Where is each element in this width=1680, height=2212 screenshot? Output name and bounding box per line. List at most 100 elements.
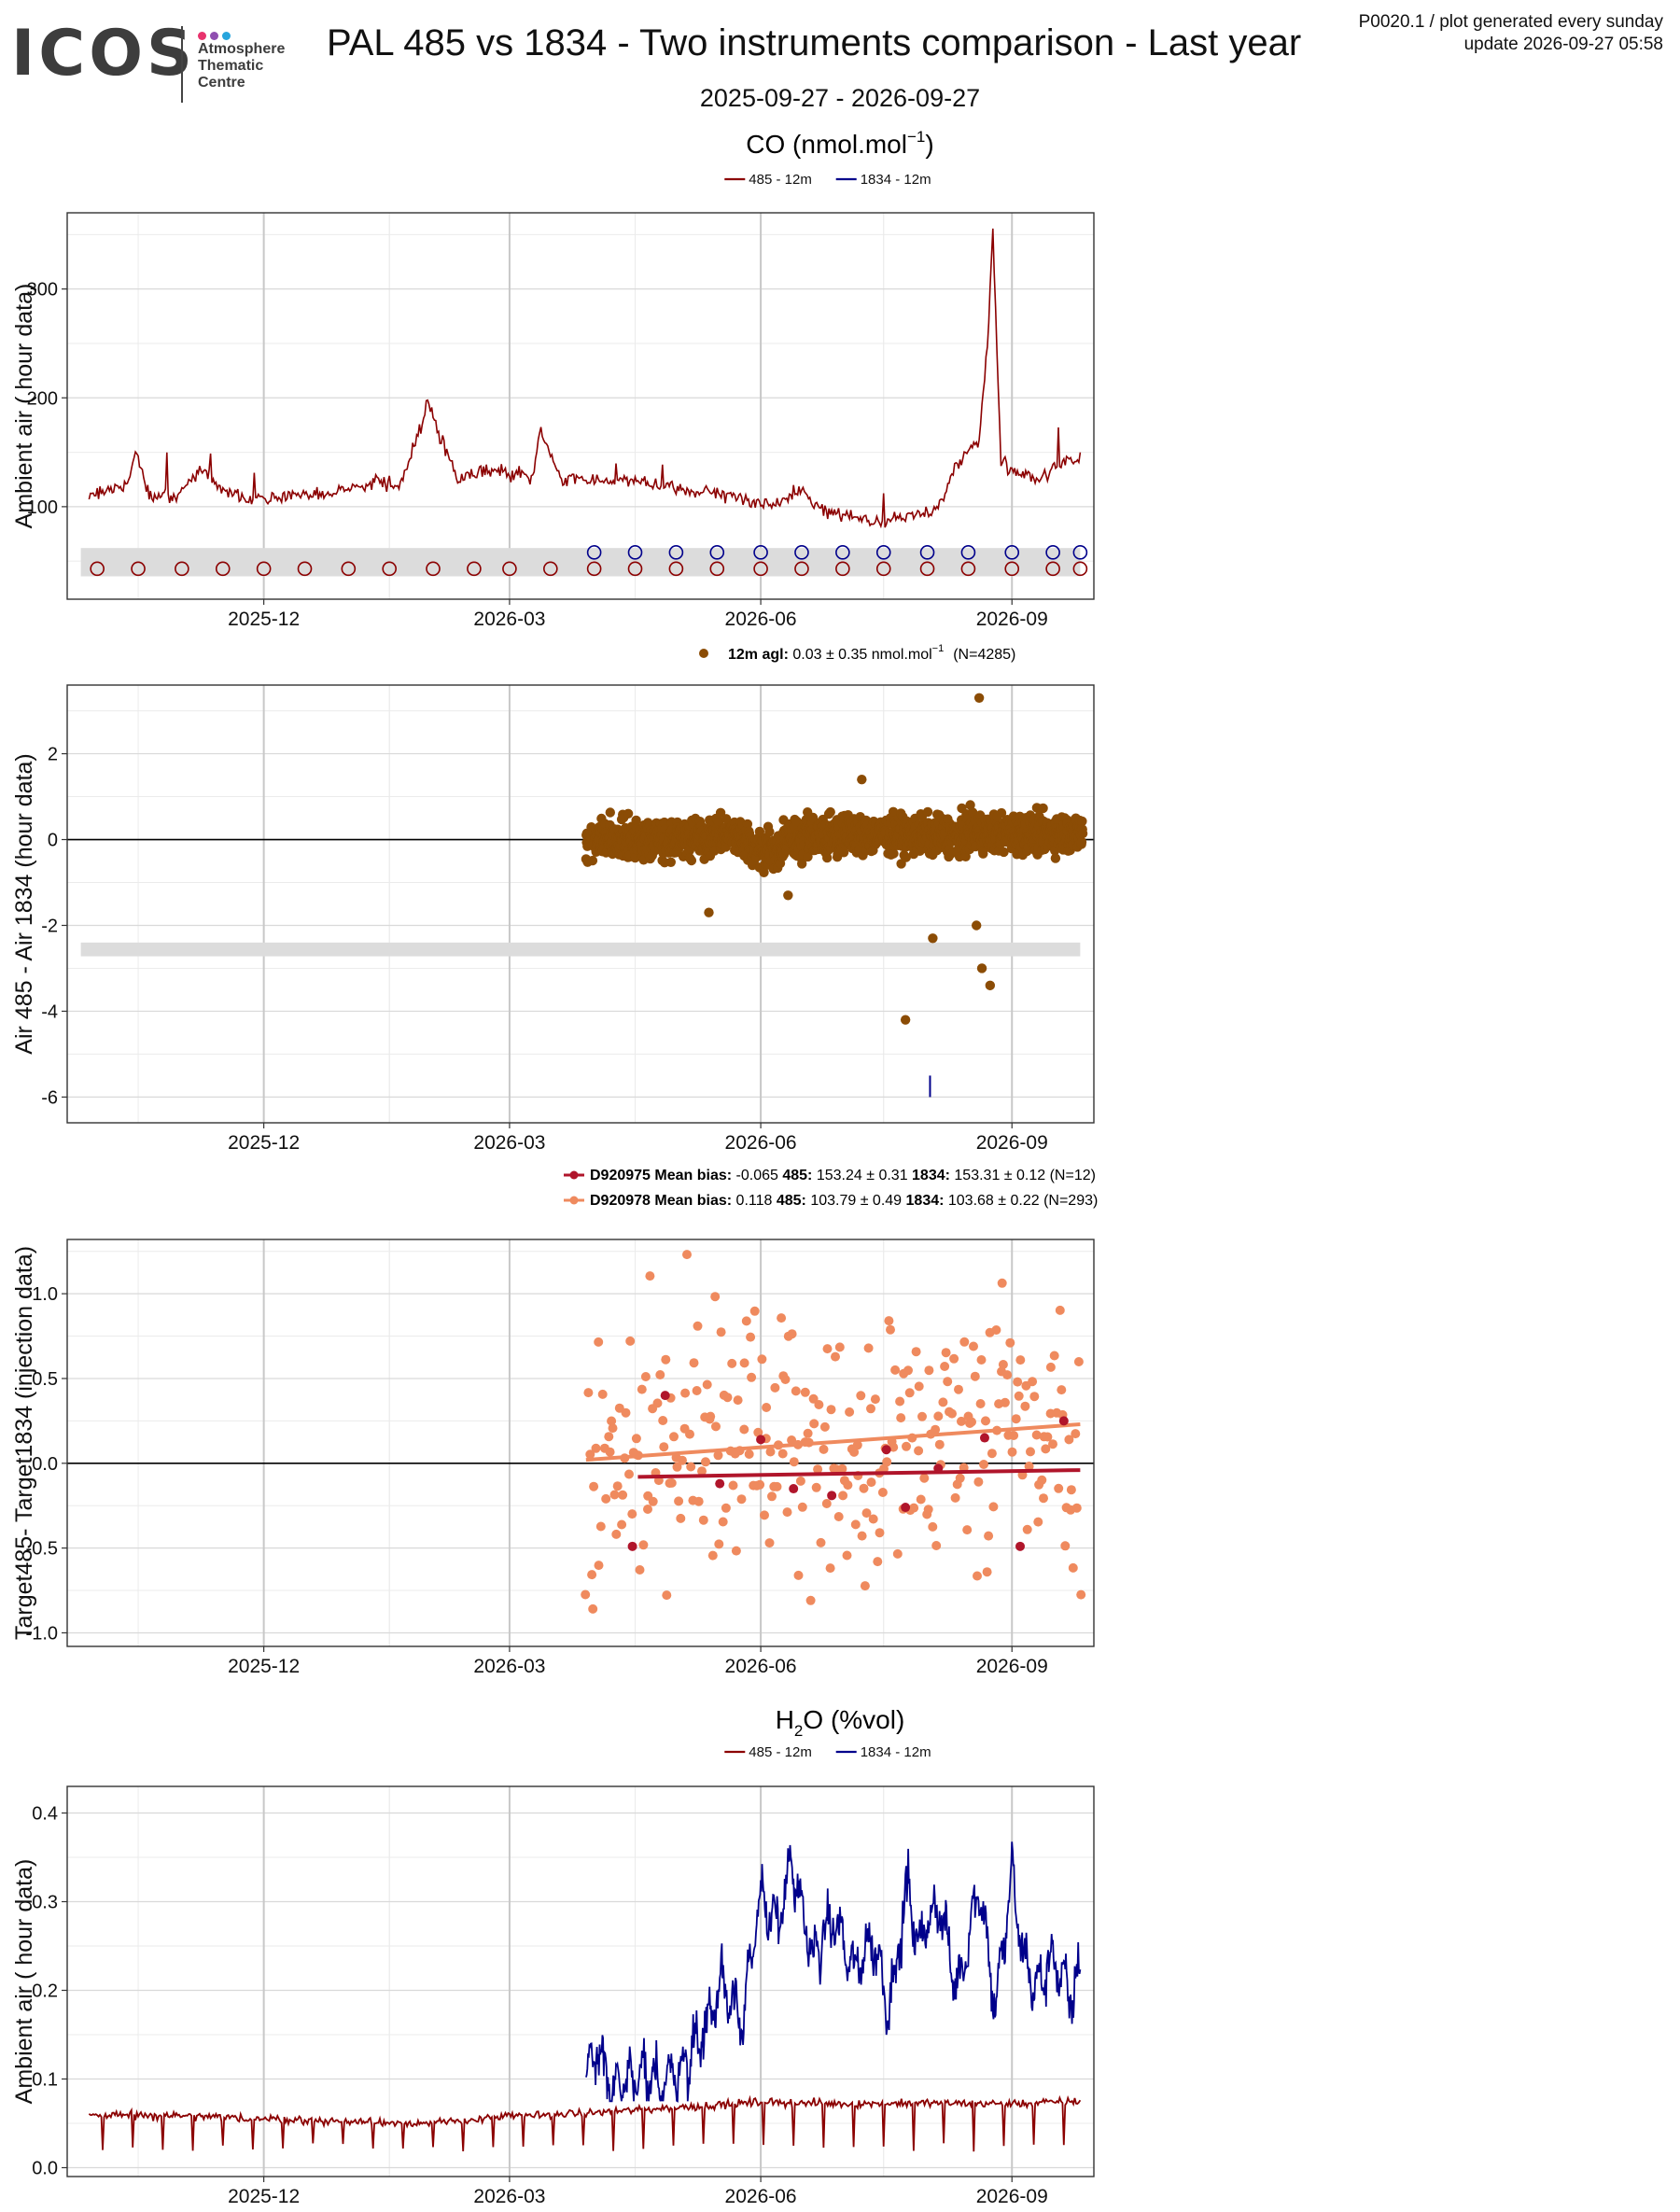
tank2-point — [875, 1528, 885, 1538]
tank2-point — [997, 1278, 1007, 1288]
diff-point — [797, 859, 807, 869]
tank2-point — [943, 1377, 953, 1387]
tank2-point — [1060, 1541, 1071, 1551]
x-tick-label: 2026-09 — [976, 1656, 1048, 1677]
tank2-point — [837, 1463, 847, 1474]
tank2-point — [1064, 1435, 1074, 1445]
tank2-point — [711, 1421, 721, 1432]
tank2-point — [821, 1499, 832, 1508]
section-title-h2o: H2O (%vol) — [776, 1705, 905, 1740]
diff-outlier — [976, 963, 987, 973]
series-485-line — [88, 228, 1082, 529]
logo-dot — [210, 32, 218, 40]
logo-dot — [198, 32, 206, 40]
x-tick-label: 2025-12 — [228, 1132, 300, 1154]
tank2-point — [780, 1375, 791, 1384]
tank2-point — [652, 1398, 663, 1408]
tank2-point — [624, 1469, 634, 1479]
diff-outlier — [973, 693, 985, 703]
tank1-point — [979, 1433, 989, 1443]
tank2-point — [1024, 1462, 1034, 1471]
tank2-point — [861, 1508, 872, 1519]
tank2-point — [1000, 1397, 1010, 1407]
tank1-point — [756, 1435, 766, 1445]
tank2-point — [733, 1395, 743, 1406]
tank2-point — [904, 1388, 915, 1398]
reference-band — [80, 942, 1081, 957]
marker-485 — [341, 561, 357, 577]
tank2-point — [795, 1476, 805, 1486]
tank2-point — [1057, 1385, 1067, 1395]
marker-1834 — [1004, 545, 1020, 560]
tank2-point — [728, 1480, 738, 1491]
diff-point — [630, 852, 640, 863]
diff-point — [1077, 816, 1087, 827]
tank2-point — [1066, 1485, 1076, 1495]
marker-485 — [586, 561, 602, 577]
tank2-point — [746, 1332, 756, 1342]
diff-outlier — [985, 980, 996, 991]
tank2-point — [955, 1473, 965, 1483]
marker-485 — [256, 561, 272, 577]
diff-point — [764, 827, 775, 837]
tank2-point — [970, 1371, 980, 1381]
tank2-point — [791, 1386, 801, 1396]
tank2-point — [787, 1435, 797, 1445]
diff-outlier — [900, 1015, 911, 1025]
tank2-point — [605, 1447, 615, 1457]
marker-485 — [960, 561, 976, 577]
legend-value: 0.118 — [732, 1193, 777, 1209]
diff-point — [759, 867, 769, 877]
tank2-point — [595, 1521, 606, 1532]
tank2-point — [914, 1381, 924, 1392]
plot-frame — [66, 1785, 1095, 2177]
tank1-point — [627, 1541, 637, 1551]
tank2-point — [627, 1509, 637, 1519]
tank2-point — [706, 1411, 716, 1421]
page-title: PAL 485 vs 1834 - Two instruments compar… — [327, 22, 1302, 63]
tank2-point — [949, 1353, 959, 1364]
tank2-point — [826, 1405, 836, 1415]
tank2-point — [924, 1365, 934, 1376]
chart-target: -1.0 -0.5 0.0 0.5 1.0 2025-12 2026-03 2026-06 20… — [11, 1239, 1095, 1677]
legend-bold: 1834: — [912, 1168, 950, 1183]
legend-bold: 485: — [782, 1168, 812, 1183]
tank2-point — [882, 1457, 892, 1467]
marker-1834 — [835, 545, 850, 560]
tank2-point — [981, 1416, 990, 1426]
tank2-point — [597, 1389, 608, 1399]
tank1-point — [933, 1463, 944, 1474]
x-tick-label: 2026-06 — [725, 609, 797, 630]
tank2-point — [608, 1423, 618, 1434]
tank2-point — [581, 1589, 591, 1600]
tank2-point — [923, 1505, 933, 1515]
diff-outlier — [857, 774, 867, 785]
tank2-point — [594, 1337, 604, 1347]
legend-dot — [699, 649, 708, 658]
tank2-point — [870, 1394, 880, 1405]
tank2-point — [621, 1407, 631, 1418]
marker-485 — [668, 561, 684, 577]
tank1-point — [715, 1478, 725, 1489]
y-tick-label: -0.5 — [26, 1539, 58, 1560]
tank1-point — [901, 1503, 911, 1513]
legend-sup: −1 — [932, 643, 945, 654]
tank2-point — [698, 1515, 708, 1525]
logo-subtitle-line: Thematic — [198, 58, 264, 74]
tank1-point — [827, 1491, 837, 1501]
tank2-point — [1028, 1377, 1038, 1387]
tank2-point — [611, 1529, 622, 1539]
tank2-point — [661, 1354, 671, 1365]
x-tick-label: 2025-12 — [228, 609, 300, 630]
legend-bold: 12m agl: — [728, 647, 789, 663]
tank2-point — [1011, 1414, 1021, 1424]
tank2-point — [1005, 1337, 1015, 1348]
diff-point — [825, 806, 835, 818]
marker-1834 — [794, 545, 809, 560]
marker-485 — [90, 561, 105, 577]
tank2-point — [1043, 1432, 1053, 1442]
tank2-point — [689, 1358, 699, 1368]
diff-point — [999, 847, 1009, 858]
diff-point — [901, 852, 911, 862]
y-tick-label: 2 — [48, 745, 58, 765]
